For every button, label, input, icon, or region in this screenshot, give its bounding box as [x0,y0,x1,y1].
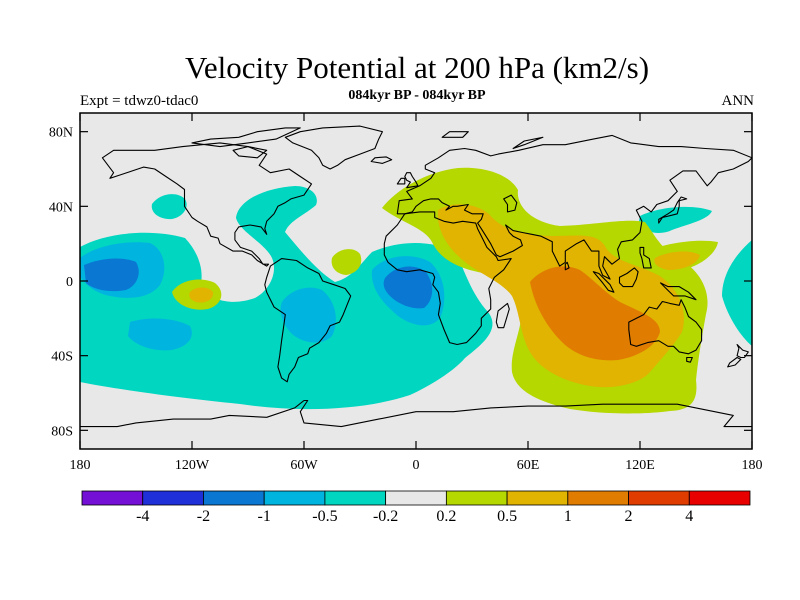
coastline-14 [659,282,697,301]
coastlines [80,125,752,428]
coastline-24 [512,136,544,150]
colorbar-swatch [445,490,508,506]
colorbar-swatch [81,490,144,506]
coastline-3 [396,134,752,280]
contour-orange-indian-core [530,266,660,361]
colorbar-label: -0.2 [373,508,398,525]
plot-subtitle: 084kyr BP - 084kyr BP [348,88,486,103]
contour-cyan-north-pacific [151,194,187,220]
colorbar-label: -2 [197,508,210,525]
coastline-8 [686,356,693,363]
coastline-19 [564,261,570,271]
coastline-23 [441,131,469,138]
coastline-6 [503,194,518,213]
colorbar-swatch [385,490,447,506]
colorbar-swatch [567,490,629,506]
contour-cyan-dateline [722,240,752,346]
colorbar-swatch [263,490,326,506]
contour-cyan-asia-west [638,206,712,233]
experiment-label: Expt = tdwz0-tdac0 [80,93,199,109]
coastline-12 [618,267,639,288]
colorbar-swatch [324,490,387,506]
lon-tick-label: 180 [742,458,763,473]
longitude-axis: 180 120W 60W 0 60E 120E 180 [70,113,763,473]
contour-blue-south-america [280,287,336,343]
contour-blue-southeast-pacific [128,318,192,351]
coastline-9 [736,343,749,359]
colorbar-label: -4 [136,508,149,525]
coastline-21 [191,127,301,148]
coastline-20 [80,399,752,428]
lon-tick-label: 120W [175,458,210,473]
colorbar-label: 2 [625,508,633,525]
coastline-7 [628,299,703,355]
lon-tick-label: 60E [517,458,540,473]
colorbar-swatch [142,490,204,506]
colorbar-label: 4 [685,508,693,525]
colorbar-label: 0.5 [497,508,517,525]
coastline-17 [396,177,406,185]
contour-orange-light-west-pacific [654,251,700,270]
contour-yellow-amazon [331,249,362,275]
lon-tick-label: 120E [625,458,655,473]
coastline-15 [639,246,652,269]
colorbar-label: -0.5 [312,508,337,525]
lon-tick-label: 0 [413,458,420,473]
coastline-1 [284,125,383,170]
contour-orange-light-east-pacific [189,287,214,303]
coastline-13 [592,271,615,293]
contour-blue-pacific-core [84,258,139,292]
season-label: ANN [721,93,755,109]
coastline-18 [370,156,393,164]
lon-tick-label: 180 [70,458,91,473]
colorbar-label: -1 [258,508,271,525]
coastline-22 [232,146,268,159]
latitude-axis: 80N 40N 0 40S 80S [49,126,752,439]
coastline-4 [383,211,512,346]
coastline-2 [264,258,352,383]
colorbar-label: 1 [564,508,572,525]
colorbar-swatch [506,490,569,506]
lat-tick-label: 0 [66,275,73,290]
colorbar-swatch [628,490,690,506]
lon-tick-label: 60W [290,458,318,473]
lat-tick-label: 80N [49,126,73,141]
lat-tick-label: 80S [51,424,73,439]
contour-fields [80,167,752,414]
coastline-16 [404,172,419,189]
colorbar-swatch [203,490,265,506]
lat-tick-label: 40S [51,350,73,365]
lat-tick-label: 40N [49,200,73,215]
coastline-11 [658,196,688,224]
coastline-0 [101,142,313,267]
coastline-5 [495,302,510,329]
coastline-10 [727,356,742,368]
plot-title: Velocity Potential at 200 hPa (km2/s) [184,50,650,85]
contour-blue-atlantic-core [383,266,433,309]
colorbar-label: 0.2 [436,508,456,525]
colorbar: -4 -2 -1 -0.5 -0.2 0.2 0.5 1 2 4 [81,490,751,525]
colorbar-swatch [688,490,751,506]
